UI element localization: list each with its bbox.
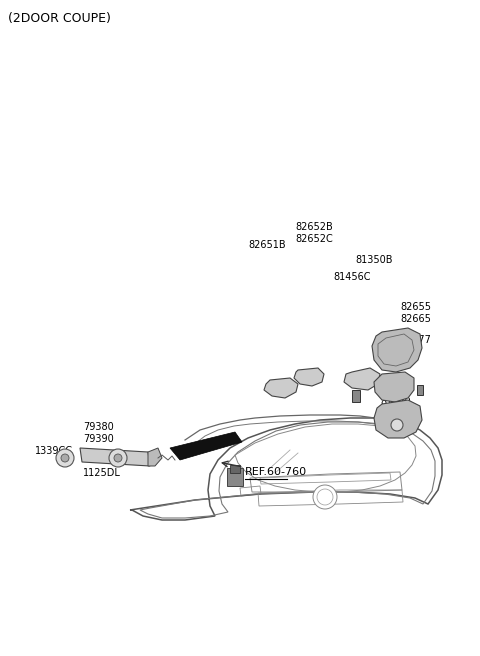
Polygon shape [374, 372, 414, 402]
Text: 82651B: 82651B [248, 240, 286, 250]
Circle shape [391, 419, 403, 431]
Text: 81350B: 81350B [355, 255, 393, 265]
Circle shape [317, 489, 333, 505]
Polygon shape [372, 328, 422, 372]
Bar [230, 465, 240, 473]
Polygon shape [294, 368, 324, 386]
Polygon shape [344, 368, 380, 390]
Text: 81477: 81477 [400, 335, 431, 345]
Circle shape [109, 449, 127, 467]
Circle shape [61, 454, 69, 462]
Text: 82652B
82652C: 82652B 82652C [295, 222, 333, 243]
Text: 1339CC: 1339CC [35, 446, 73, 456]
Text: 79380
79390: 79380 79390 [83, 422, 114, 443]
Text: 1125DL: 1125DL [83, 468, 121, 478]
Text: 81310
81320: 81310 81320 [380, 385, 411, 407]
Bar [227, 468, 243, 486]
Polygon shape [264, 378, 298, 398]
Polygon shape [80, 448, 150, 466]
Bar [352, 390, 360, 402]
Bar [417, 385, 423, 395]
Circle shape [313, 485, 337, 509]
Polygon shape [374, 400, 422, 438]
Text: (2DOOR COUPE): (2DOOR COUPE) [8, 12, 111, 25]
Text: 82655
82665: 82655 82665 [400, 302, 431, 323]
Polygon shape [170, 432, 242, 460]
Text: REF.60-760: REF.60-760 [245, 467, 307, 477]
Text: 81456C: 81456C [333, 272, 371, 282]
Polygon shape [148, 448, 162, 466]
Circle shape [56, 449, 74, 467]
Circle shape [114, 454, 122, 462]
